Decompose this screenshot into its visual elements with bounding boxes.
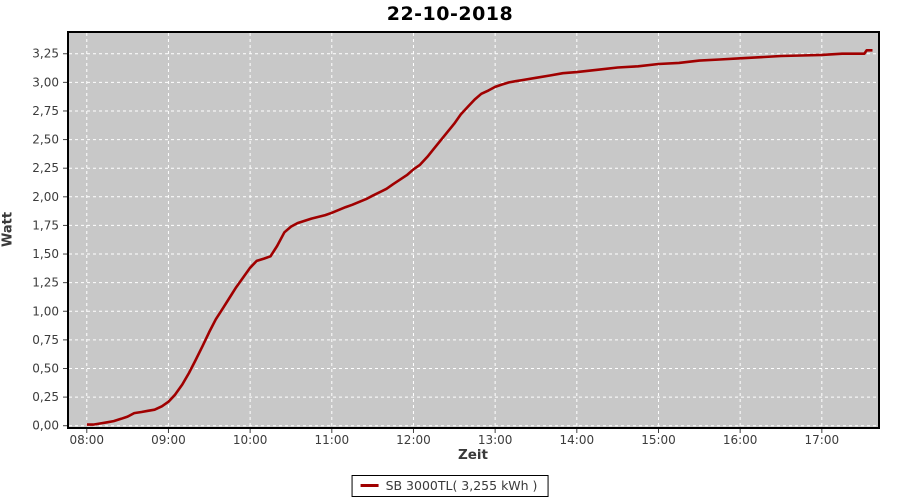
y-tick-label: 0,00 bbox=[32, 419, 59, 433]
x-tick-label: 09:00 bbox=[151, 433, 186, 447]
plot-border bbox=[67, 31, 880, 429]
x-tick-label: 13:00 bbox=[478, 433, 513, 447]
x-tick-label: 16:00 bbox=[723, 433, 758, 447]
x-tick-label: 17:00 bbox=[805, 433, 840, 447]
x-tick-label: 08:00 bbox=[69, 433, 104, 447]
y-tick-label: 3,00 bbox=[32, 75, 59, 89]
x-tick-label: 14:00 bbox=[560, 433, 595, 447]
plot-background bbox=[68, 32, 879, 428]
legend-line-swatch-icon bbox=[360, 484, 379, 487]
y-tick-label: 1,25 bbox=[32, 276, 59, 290]
y-axis-label: Watt bbox=[0, 211, 16, 248]
y-tick-label: 2,75 bbox=[32, 104, 59, 118]
series-line bbox=[86, 49, 873, 426]
x-axis-label: Zeit bbox=[457, 447, 489, 463]
y-tick-label: 2,25 bbox=[32, 161, 59, 175]
y-tick-label: 0,75 bbox=[32, 333, 59, 347]
x-tick-label: 12:00 bbox=[396, 433, 431, 447]
y-tick-label: 1,00 bbox=[32, 304, 59, 318]
legend-label: SB 3000TL( 3,255 kWh ) bbox=[385, 478, 538, 493]
legend-box: SB 3000TL( 3,255 kWh ) bbox=[351, 475, 549, 497]
x-tick-label: 15:00 bbox=[641, 433, 676, 447]
x-tick-label: 10:00 bbox=[233, 433, 268, 447]
y-tick-label: 2,50 bbox=[32, 133, 59, 147]
y-tick-label: 0,25 bbox=[32, 390, 59, 404]
y-tick-label: 3,25 bbox=[32, 47, 59, 61]
chart-title: 22-10-2018 bbox=[386, 3, 514, 25]
y-tick-label: 0,50 bbox=[32, 361, 59, 375]
y-tick-label: 1,75 bbox=[32, 218, 59, 232]
y-tick-label: 1,50 bbox=[32, 247, 59, 261]
y-tick-label: 2,00 bbox=[32, 190, 59, 204]
x-tick-label: 11:00 bbox=[315, 433, 350, 447]
